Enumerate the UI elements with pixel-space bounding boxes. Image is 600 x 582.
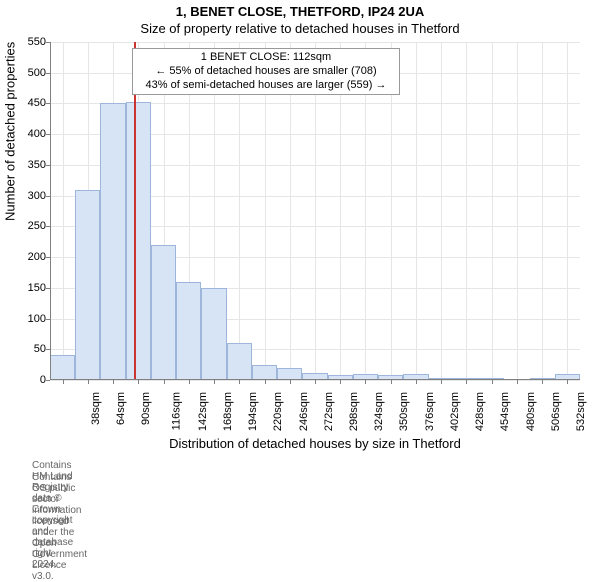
y-tick-mark [46,42,50,43]
y-tick-label: 200 [6,251,46,263]
grid-line-v [466,42,467,380]
histogram-bar [75,190,100,381]
y-tick-label: 500 [6,67,46,79]
x-tick-mark [365,380,366,384]
x-tick-label: 64sqm [115,392,127,425]
x-tick-label: 506sqm [550,392,562,431]
x-axis-title: Distribution of detached houses by size … [50,436,580,451]
chart-subtitle: Size of property relative to detached ho… [0,19,600,36]
x-tick-mark [265,380,266,384]
histogram-bar [100,103,125,380]
grid-line-v [567,42,568,380]
x-tick-mark [164,380,165,384]
y-tick-mark [46,196,50,197]
chart-title-address: 1, BENET CLOSE, THETFORD, IP24 2UA [0,0,600,19]
y-axis-title: Number of detached properties [3,201,18,221]
grid-line-v [441,42,442,380]
y-tick-label: 400 [6,128,46,140]
x-tick-label: 454sqm [500,392,512,431]
x-tick-mark [441,380,442,384]
histogram-bar [252,365,277,380]
histogram-bar [227,343,252,380]
x-tick-mark [567,380,568,384]
y-tick-label: 300 [6,190,46,202]
attribution-line2: Contains OS public sector information li… [32,472,87,582]
x-tick-label: 298sqm [348,392,360,431]
x-tick-mark [340,380,341,384]
x-tick-mark [416,380,417,384]
annotation-box: 1 BENET CLOSE: 112sqm← 55% of detached h… [132,48,400,95]
y-tick-mark [46,103,50,104]
histogram-bar [151,245,176,380]
grid-line-v [63,42,64,380]
x-tick-mark [315,380,316,384]
x-tick-label: 480sqm [525,392,537,431]
y-tick-label: 250 [6,220,46,232]
histogram-bar [126,102,151,380]
y-tick-mark [46,380,50,381]
y-tick-mark [46,349,50,350]
y-tick-mark [46,319,50,320]
x-tick-label: 168sqm [222,392,234,431]
x-tick-label: 142sqm [197,392,209,431]
y-tick-mark [46,226,50,227]
y-tick-mark [46,165,50,166]
grid-line-v [492,42,493,380]
x-tick-label: 402sqm [449,392,461,431]
y-tick-label: 350 [6,159,46,171]
x-tick-label: 246sqm [298,392,310,431]
grid-line-v [517,42,518,380]
x-tick-mark [466,380,467,384]
x-tick-mark [214,380,215,384]
x-tick-label: 116sqm [171,392,183,430]
y-tick-mark [46,257,50,258]
x-tick-label: 376sqm [424,392,436,431]
y-tick-mark [46,73,50,74]
y-tick-label: 50 [6,343,46,355]
y-tick-label: 0 [6,374,46,386]
x-tick-mark [391,380,392,384]
x-tick-mark [189,380,190,384]
x-tick-mark [492,380,493,384]
y-tick-label: 550 [6,36,46,48]
y-tick-label: 100 [6,313,46,325]
x-tick-mark [290,380,291,384]
x-tick-label: 194sqm [247,392,259,431]
x-tick-label: 350sqm [399,392,411,431]
x-tick-mark [88,380,89,384]
chart-container: 1, BENET CLOSE, THETFORD, IP24 2UA Size … [0,0,600,500]
histogram-bar [201,288,226,380]
x-tick-label: 38sqm [90,392,102,425]
x-tick-mark [63,380,64,384]
x-tick-mark [239,380,240,384]
y-tick-mark [46,288,50,289]
x-tick-label: 428sqm [474,392,486,431]
x-tick-mark [138,380,139,384]
x-tick-label: 272sqm [323,392,335,431]
x-tick-mark [517,380,518,384]
plot-area: 1 BENET CLOSE: 112sqm← 55% of detached h… [50,42,580,380]
x-tick-label: 90sqm [140,392,152,425]
x-tick-label: 532sqm [575,392,587,431]
histogram-bar [50,355,75,380]
y-axis-line [50,42,51,380]
x-tick-label: 220sqm [272,392,284,431]
annotation-line1: 1 BENET CLOSE: 112sqm [139,51,393,65]
x-tick-mark [113,380,114,384]
y-tick-label: 150 [6,282,46,294]
histogram-bar [176,282,201,380]
annotation-line2: ← 55% of detached houses are smaller (70… [139,65,393,79]
x-tick-label: 324sqm [373,392,385,431]
annotation-line3: 43% of semi-detached houses are larger (… [139,79,393,93]
grid-line-v [542,42,543,380]
y-tick-label: 450 [6,97,46,109]
y-tick-mark [46,134,50,135]
x-tick-mark [542,380,543,384]
grid-line-v [416,42,417,380]
